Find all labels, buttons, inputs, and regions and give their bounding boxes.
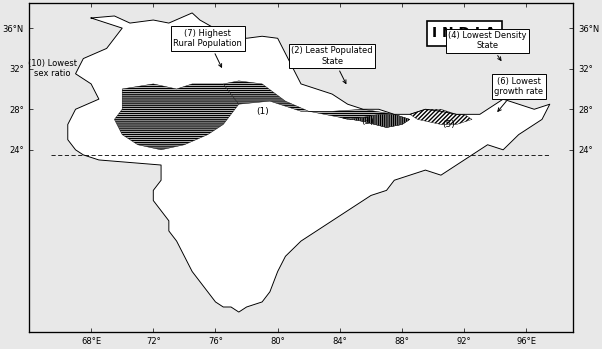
Text: (2) Least Populated
State: (2) Least Populated State [291,46,373,83]
Polygon shape [410,109,472,125]
Polygon shape [68,13,550,312]
Text: (10) Lowest
sex ratio: (10) Lowest sex ratio [28,59,76,79]
Text: I N D I A: I N D I A [432,26,496,40]
Text: (5): (5) [442,120,455,129]
Text: (4) Lowest Density
State: (4) Lowest Density State [448,31,527,60]
Text: (7) Highest
Rural Population: (7) Highest Rural Population [173,29,242,67]
Polygon shape [114,84,239,150]
Text: (6) Lowest
growth rate: (6) Lowest growth rate [494,77,543,111]
Text: (1): (1) [256,107,268,116]
Polygon shape [340,114,410,127]
Polygon shape [223,81,410,127]
Text: (3): (3) [361,117,374,126]
